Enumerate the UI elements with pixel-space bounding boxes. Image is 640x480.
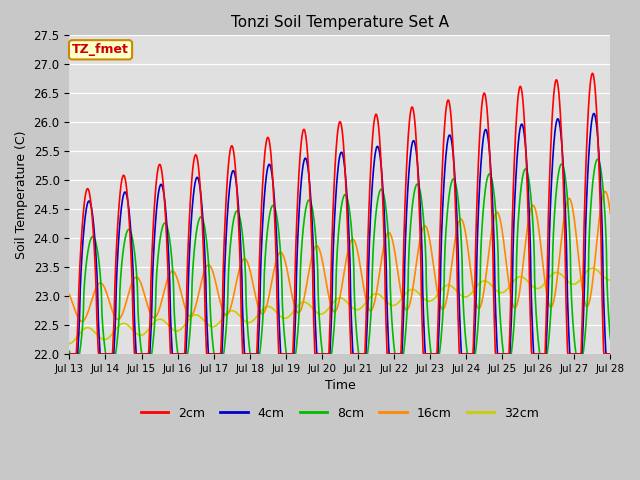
Y-axis label: Soil Temperature (C): Soil Temperature (C)	[15, 131, 28, 259]
32cm	[373, 291, 381, 297]
32cm	[316, 311, 324, 317]
2cm	[373, 114, 381, 120]
2cm	[316, 351, 324, 357]
4cm	[108, 351, 115, 357]
8cm	[607, 336, 614, 341]
16cm	[316, 249, 324, 255]
2cm	[307, 196, 314, 202]
8cm	[316, 329, 324, 335]
X-axis label: Time: Time	[324, 379, 355, 392]
2cm	[295, 170, 303, 176]
32cm	[129, 328, 137, 334]
Line: 8cm: 8cm	[69, 159, 611, 354]
Line: 16cm: 16cm	[69, 192, 611, 321]
Title: Tonzi Soil Temperature Set A: Tonzi Soil Temperature Set A	[231, 15, 449, 30]
32cm	[108, 332, 115, 338]
8cm	[296, 306, 303, 312]
16cm	[601, 189, 609, 194]
Line: 4cm: 4cm	[69, 113, 611, 354]
16cm	[296, 310, 303, 315]
2cm	[607, 351, 614, 357]
4cm	[129, 273, 137, 279]
8cm	[108, 351, 115, 357]
2cm	[129, 324, 137, 330]
Line: 2cm: 2cm	[69, 73, 611, 354]
8cm	[65, 348, 73, 354]
4cm	[65, 351, 73, 357]
Text: TZ_fmet: TZ_fmet	[72, 43, 129, 56]
8cm	[130, 242, 138, 248]
32cm	[295, 302, 303, 308]
32cm	[589, 265, 596, 271]
4cm	[373, 144, 381, 149]
2cm	[65, 351, 73, 357]
16cm	[65, 292, 73, 298]
4cm	[590, 110, 598, 116]
2cm	[589, 71, 596, 76]
Line: 32cm: 32cm	[69, 268, 611, 344]
16cm	[374, 283, 381, 288]
16cm	[108, 306, 115, 312]
32cm	[307, 303, 314, 309]
16cm	[307, 260, 314, 266]
32cm	[65, 341, 73, 347]
Legend: 2cm, 4cm, 8cm, 16cm, 32cm: 2cm, 4cm, 8cm, 16cm, 32cm	[136, 402, 544, 425]
16cm	[130, 276, 138, 282]
16cm	[607, 211, 614, 217]
8cm	[374, 198, 381, 204]
4cm	[307, 187, 314, 193]
32cm	[607, 277, 614, 283]
4cm	[316, 351, 324, 357]
8cm	[67, 351, 74, 357]
4cm	[295, 212, 303, 217]
16cm	[78, 318, 86, 324]
4cm	[607, 351, 614, 357]
8cm	[594, 156, 602, 162]
8cm	[307, 199, 314, 204]
2cm	[108, 351, 115, 357]
